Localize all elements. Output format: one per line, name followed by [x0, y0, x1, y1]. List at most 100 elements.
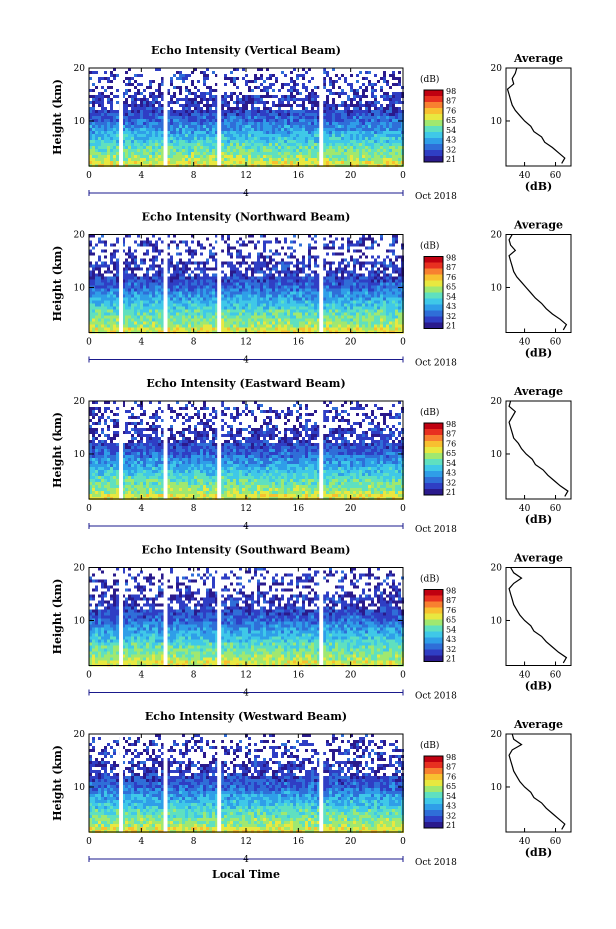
heatmap-cell: [152, 276, 155, 280]
heatmap-cell: [380, 107, 383, 110]
heatmap-cell: [104, 297, 107, 301]
heatmap-cell: [329, 119, 332, 122]
heatmap-cell: [338, 297, 341, 301]
heatmap-cell: [143, 261, 146, 265]
heatmap-cell: [254, 282, 257, 286]
heatmap-cell: [359, 276, 362, 280]
heatmap-cell: [383, 113, 386, 116]
heatmap-cell: [374, 143, 377, 146]
heatmap-cell: [194, 158, 197, 161]
heatmap-cell: [104, 89, 107, 92]
heatmap-cell: [182, 161, 185, 164]
heatmap-cell: [251, 294, 254, 298]
heatmap-cell: [107, 267, 110, 271]
heatmap-cell: [266, 158, 269, 161]
heatmap-cell: [152, 131, 155, 134]
heatmap-cell: [221, 276, 224, 280]
heatmap-cell: [365, 291, 368, 295]
heatmap-cell: [374, 264, 377, 268]
heatmap-cell: [305, 134, 308, 137]
heatmap-cell: [128, 288, 131, 292]
heatmap-cell: [92, 279, 95, 283]
heatmap-cell: [116, 315, 119, 319]
heatmap-cell: [263, 270, 266, 274]
heatmap-cell: [227, 95, 230, 98]
heatmap-cell: [368, 104, 371, 107]
heatmap-cell: [224, 119, 227, 122]
heatmap-cell: [368, 122, 371, 125]
heatmap-cell: [398, 134, 401, 137]
heatmap-cell: [173, 155, 176, 158]
heatmap-cell: [230, 152, 233, 155]
heatmap-cell: [311, 125, 314, 128]
heatmap-cell: [146, 110, 149, 113]
heatmap-cell: [134, 312, 137, 316]
heatmap-cell: [176, 125, 179, 128]
heatmap-cell: [146, 267, 149, 271]
heatmap-cell: [125, 89, 128, 92]
average-y-tick-label: 20: [491, 64, 503, 74]
heatmap-cell: [236, 77, 239, 80]
heatmap-cell: [317, 110, 320, 113]
heatmap-cell: [311, 255, 314, 259]
heatmap-cell: [260, 146, 263, 149]
heatmap-cell: [281, 309, 284, 313]
heatmap-cell: [356, 273, 359, 277]
heatmap-cell: [200, 282, 203, 286]
heatmap-cell: [374, 89, 377, 92]
heatmap-cell: [395, 83, 398, 86]
heatmap-cell: [368, 83, 371, 86]
heatmap-cell: [191, 294, 194, 298]
heatmap-cell: [299, 131, 302, 134]
heatmap-cell: [311, 158, 314, 161]
heatmap-cell: [290, 309, 293, 313]
heatmap-cell: [302, 101, 305, 104]
heatmap-cell: [176, 122, 179, 125]
heatmap-cell: [170, 101, 173, 104]
heatmap-cell: [134, 279, 137, 283]
heatmap-cell: [377, 312, 380, 316]
heatmap-cell: [230, 267, 233, 271]
heatmap-cell: [278, 110, 281, 113]
heatmap-cell: [140, 116, 143, 119]
heatmap-cell: [125, 146, 128, 149]
heatmap-cell: [131, 116, 134, 119]
heatmap-cell: [248, 116, 251, 119]
heatmap-cell: [284, 273, 287, 277]
heatmap-cell: [149, 303, 152, 307]
heatmap-cell: [224, 155, 227, 158]
heatmap-cell: [122, 116, 125, 119]
heatmap-cell: [332, 101, 335, 104]
heatmap-cell: [224, 158, 227, 161]
heatmap-cell: [305, 288, 308, 292]
heatmap-cell: [296, 273, 299, 277]
heatmap-cell: [125, 282, 128, 286]
heatmap-cell: [188, 267, 191, 271]
heatmap-cell: [200, 252, 203, 256]
heatmap-cell: [125, 128, 128, 131]
heatmap-cell: [284, 309, 287, 313]
heatmap-cell: [185, 113, 188, 116]
heatmap-cell: [89, 140, 92, 143]
heatmap-cell: [245, 288, 248, 292]
heatmap-cell: [125, 107, 128, 110]
heatmap-cell: [107, 300, 110, 304]
heatmap-cell: [212, 137, 215, 140]
heatmap-cell: [386, 306, 389, 310]
heatmap-cell: [257, 107, 260, 110]
heatmap-cell: [128, 273, 131, 277]
heatmap-cell: [329, 110, 332, 113]
heatmap-cell: [206, 155, 209, 158]
heatmap-cell: [221, 300, 224, 304]
heatmap-cell: [224, 152, 227, 155]
heatmap-cell: [317, 300, 320, 304]
heatmap-cell: [323, 294, 326, 298]
heatmap-cell: [341, 152, 344, 155]
heatmap-cell: [302, 110, 305, 113]
heatmap-cell: [200, 125, 203, 128]
heatmap-cell: [272, 306, 275, 310]
heatmap-cell: [98, 134, 101, 137]
heatmap-cell: [338, 279, 341, 283]
heatmap-cell: [176, 282, 179, 286]
heatmap-cell: [206, 282, 209, 286]
